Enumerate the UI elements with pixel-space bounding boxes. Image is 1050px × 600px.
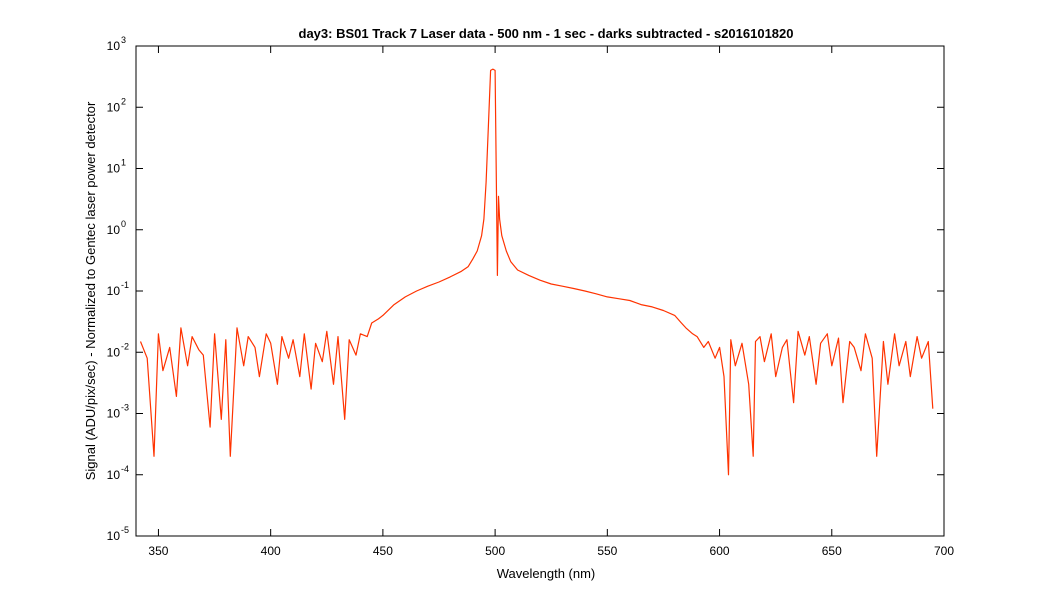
spectrum-line-series-0 [139, 68, 934, 476]
x-tick-label: 350 [148, 544, 168, 558]
x-tick-label: 600 [710, 544, 730, 558]
y-tick-label: 10 [107, 345, 121, 359]
x-tick-label: 400 [261, 544, 281, 558]
y-tick-exponent: -1 [121, 280, 129, 290]
y-tick-label: 10 [107, 284, 121, 298]
y-tick-exponent: 2 [121, 96, 126, 106]
x-axis-label: Wavelength (nm) [497, 566, 596, 581]
y-tick-label: 10 [107, 39, 121, 53]
y-tick-label: 10 [107, 407, 121, 421]
y-tick-label: 10 [107, 162, 121, 176]
x-tick-label: 650 [822, 544, 842, 558]
y-tick-exponent: 0 [121, 219, 126, 229]
x-tick-label: 500 [485, 544, 505, 558]
y-tick-label: 10 [107, 223, 121, 237]
y-tick-label: 10 [107, 529, 121, 543]
y-tick-exponent: -3 [121, 403, 129, 413]
x-axis: 350 400 450 500 550 600 650 700 [148, 46, 954, 558]
plot-layer [139, 68, 934, 476]
y-tick-exponent: -4 [121, 464, 129, 474]
y-tick-exponent: 3 [121, 35, 126, 45]
chart-title: day3: BS01 Track 7 Laser data - 500 nm -… [299, 26, 794, 41]
y-tick-exponent: 1 [121, 158, 126, 168]
y-tick-exponent: -5 [121, 525, 129, 535]
x-tick-label: 550 [597, 544, 617, 558]
y-tick-exponent: -2 [121, 341, 129, 351]
y-tick-label: 10 [107, 100, 121, 114]
x-tick-label: 450 [373, 544, 393, 558]
y-tick-label: 10 [107, 468, 121, 482]
x-tick-label: 700 [934, 544, 954, 558]
y-axis-label: Signal (ADU/pix/sec) - Normalized to Gen… [83, 101, 98, 480]
